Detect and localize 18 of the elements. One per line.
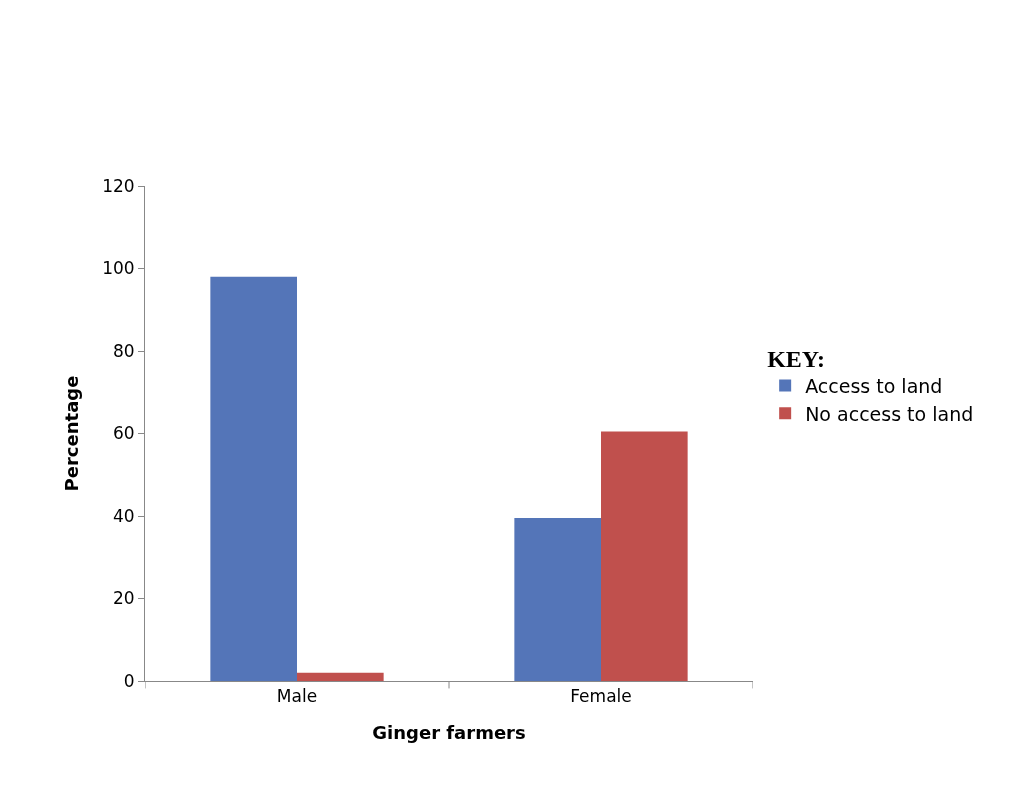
x-tick-label: Female [570, 686, 632, 707]
bar [514, 518, 601, 681]
y-tick-label: 100 [102, 258, 135, 279]
y-tick-label: 0 [123, 670, 135, 691]
legend-label: Access to land [805, 374, 943, 397]
bar [297, 672, 384, 681]
y-axis-title: Percentage [61, 375, 83, 492]
y-tick-label: 20 [112, 588, 135, 609]
legend-label: No access to land [805, 402, 974, 425]
x-axis-title: Ginger farmers [372, 721, 526, 743]
bar [601, 431, 688, 681]
legend-title: KEY: [767, 345, 825, 372]
y-tick-label: 80 [112, 340, 135, 361]
y-tick-label: 60 [112, 423, 135, 444]
x-tick-label: Male [276, 686, 318, 707]
y-tick-label: 40 [112, 505, 135, 526]
y-tick-label: 120 [102, 175, 135, 196]
bar [210, 276, 297, 681]
